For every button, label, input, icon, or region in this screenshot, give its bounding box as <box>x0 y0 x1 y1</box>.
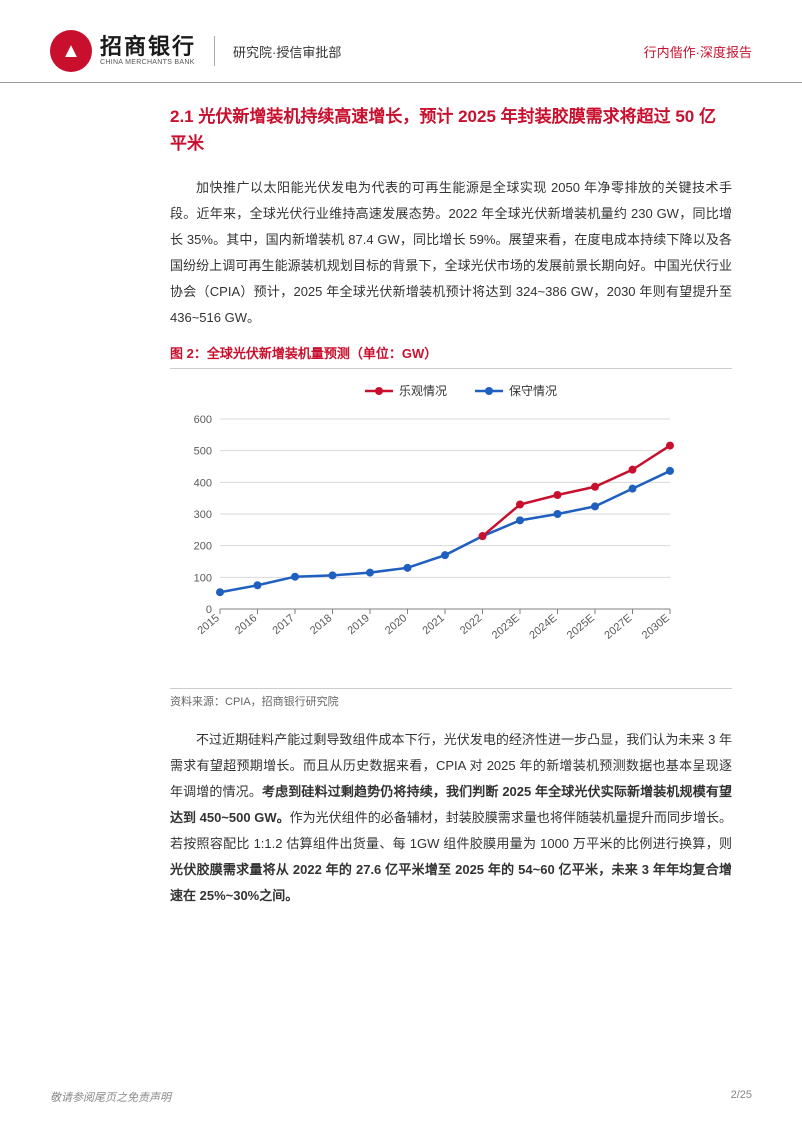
department-text: 研究院·授信审批部 <box>233 42 341 61</box>
svg-text:2018: 2018 <box>308 612 334 637</box>
paragraph-1: 加快推广以太阳能光伏发电为代表的可再生能源是全球实现 2050 年净零排放的关键… <box>170 175 732 331</box>
divider <box>214 36 215 66</box>
svg-text:2017: 2017 <box>270 612 296 637</box>
bank-name-block: 招商银行 CHINA MERCHANTS BANK <box>100 35 196 67</box>
header-right-text: 行内偕作·深度报告 <box>644 42 752 61</box>
svg-text:2023E: 2023E <box>490 612 522 642</box>
section-heading: 2.1 光伏新增装机持续高速增长，预计 2025 年封装胶膜需求将超过 50 亿… <box>170 103 732 157</box>
page-number: 2/25 <box>731 1089 752 1105</box>
svg-text:2015: 2015 <box>195 612 221 637</box>
svg-text:乐观情况: 乐观情况 <box>399 384 447 398</box>
svg-text:2019: 2019 <box>345 612 371 637</box>
svg-text:400: 400 <box>194 478 212 490</box>
page-header: ▲ 招商银行 CHINA MERCHANTS BANK 研究院·授信审批部 行内… <box>0 0 802 83</box>
svg-text:2022: 2022 <box>458 612 484 637</box>
figure-source: 资料来源：CPIA，招商银行研究院 <box>170 693 732 709</box>
bank-name-cn: 招商银行 <box>100 35 196 59</box>
svg-text:600: 600 <box>194 414 212 426</box>
svg-text:保守情况: 保守情况 <box>509 384 557 398</box>
header-left: ▲ 招商银行 CHINA MERCHANTS BANK 研究院·授信审批部 <box>50 30 341 72</box>
svg-text:2030E: 2030E <box>640 612 672 642</box>
svg-text:2016: 2016 <box>233 612 259 637</box>
page-footer: 敬请参阅尾页之免责声明 2/25 <box>50 1089 752 1105</box>
bank-name-en: CHINA MERCHANTS BANK <box>100 59 196 67</box>
svg-text:2020: 2020 <box>383 612 409 637</box>
svg-text:200: 200 <box>194 541 212 553</box>
chart-container: 0100200300400500600201520162017201820192… <box>170 368 732 689</box>
line-chart: 0100200300400500600201520162017201820192… <box>170 379 690 679</box>
paragraph-2: 不过近期硅料产能过剩导致组件成本下行，光伏发电的经济性进一步凸显，我们认为未来 … <box>170 727 732 909</box>
svg-text:2021: 2021 <box>420 612 446 637</box>
figure-caption: 图 2：全球光伏新增装机量预测（单位：GW） <box>170 343 732 362</box>
footer-disclaimer: 敬请参阅尾页之免责声明 <box>50 1089 171 1105</box>
svg-text:300: 300 <box>194 509 212 521</box>
svg-text:100: 100 <box>194 573 212 585</box>
svg-text:2027E: 2027E <box>602 612 634 642</box>
svg-text:500: 500 <box>194 446 212 458</box>
svg-text:2024E: 2024E <box>527 612 559 642</box>
bank-logo-icon: ▲ <box>50 30 92 72</box>
logo-glyph: ▲ <box>61 40 81 63</box>
svg-text:2025E: 2025E <box>565 612 597 642</box>
para2-bold2: 光伏胶膜需求量将从 2022 年的 27.6 亿平米增至 2025 年的 54~… <box>170 862 732 903</box>
content-area: 2.1 光伏新增装机持续高速增长，预计 2025 年封装胶膜需求将超过 50 亿… <box>0 103 802 909</box>
